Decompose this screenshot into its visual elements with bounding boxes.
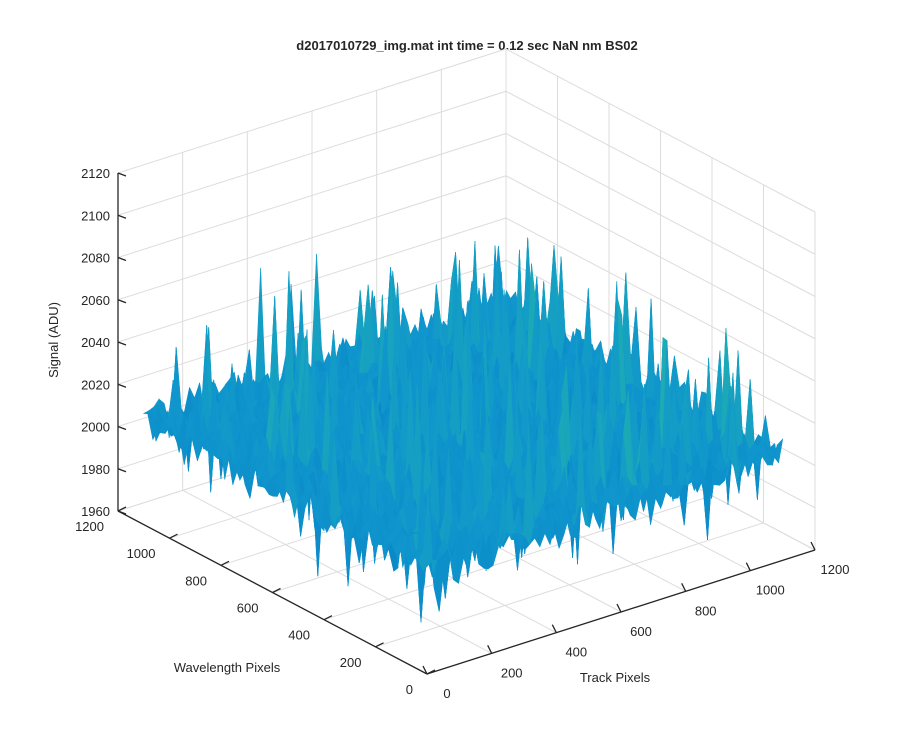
- x-tick-label: 200: [501, 665, 523, 680]
- wall-grid-z2: [505, 217, 816, 382]
- z-tick-mark: [117, 172, 127, 177]
- z-tick-mark: [117, 214, 127, 219]
- floor-grid-y: [375, 522, 764, 648]
- wall-grid-z: [117, 48, 507, 174]
- z-tick-label: 2000: [81, 420, 110, 435]
- surface-patch: [744, 379, 755, 451]
- z-tick-mark: [117, 256, 127, 262]
- y-tick-label: 1200: [75, 519, 104, 534]
- surface-plot: [142, 237, 784, 623]
- x-tick-label: 1200: [821, 562, 850, 577]
- y-tick-label: 200: [340, 655, 362, 670]
- wall-grid-z: [117, 90, 507, 216]
- x-tick-label: 1000: [756, 583, 785, 598]
- wall-grid-z2: [505, 175, 816, 340]
- wall-grid-z: [117, 133, 507, 258]
- z-tick-label: 2020: [81, 377, 110, 392]
- wall-grid-z2: [505, 48, 816, 213]
- z-tick-mark: [117, 299, 127, 304]
- wall-grid-z: [117, 259, 507, 385]
- z-tick-mark: [117, 383, 127, 388]
- wall-grid-z: [117, 217, 507, 343]
- chart-title: d2017010729_img.mat int time = 0.12 sec …: [296, 38, 637, 53]
- z-tick-mark: [117, 425, 127, 431]
- z-tick-label: 1960: [81, 504, 110, 519]
- y-tick-label: 800: [185, 573, 207, 588]
- wall-grid-z2: [505, 90, 816, 255]
- z-tick-label: 2100: [81, 208, 110, 223]
- x-tick-label: 0: [443, 686, 450, 701]
- wall-grid-z2: [505, 133, 816, 297]
- z-tick-label: 2080: [81, 251, 110, 266]
- x-tick-label: 400: [565, 645, 587, 660]
- z-tick-label: 2060: [81, 293, 110, 308]
- y-tick-label: 1000: [127, 546, 156, 561]
- y-tick-label: 0: [406, 682, 413, 697]
- y-tick-label: 400: [288, 628, 310, 643]
- x-tick-label: 800: [695, 603, 717, 618]
- z-tick-label: 1980: [81, 462, 110, 477]
- x-tick-label: 600: [630, 624, 652, 639]
- z-tick-mark: [117, 468, 127, 473]
- y-tick-label: 600: [237, 601, 259, 616]
- z-tick-label: 2040: [81, 335, 110, 350]
- z-tick-mark: [117, 341, 127, 346]
- wall-grid-z: [117, 175, 507, 301]
